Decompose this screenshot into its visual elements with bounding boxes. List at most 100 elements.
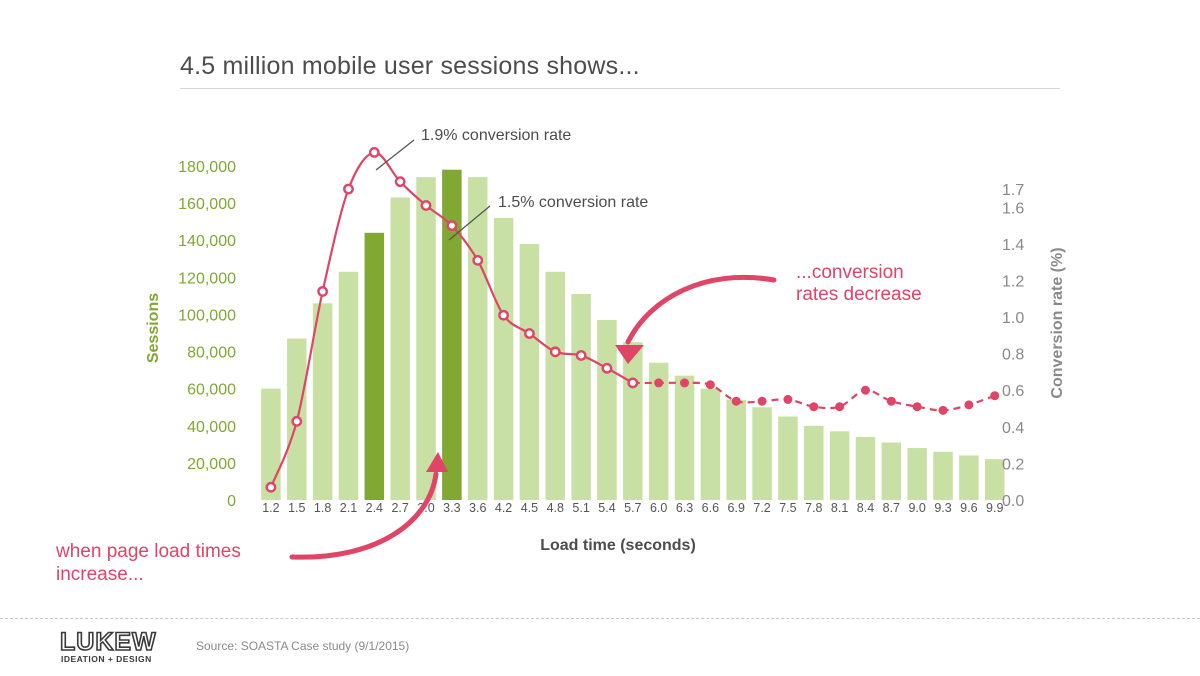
y-axis-right-label: Conversion rate (%) (1049, 247, 1066, 398)
y-right-tick: 0.4 (1002, 420, 1024, 437)
conversion-point-6.6 (705, 380, 715, 390)
conversion-point-6.9 (731, 396, 741, 406)
x-tick-9.9: 9.9 (986, 501, 1003, 515)
x-tick-1.2: 1.2 (262, 501, 279, 515)
bar-4.8 (545, 271, 566, 500)
x-tick-5.1: 5.1 (572, 501, 589, 515)
bar-6.9 (726, 399, 746, 500)
increase-annotation-line1: when page load times (55, 541, 241, 562)
peak-callout-line (375, 139, 415, 171)
x-tick-6.0: 6.0 (650, 501, 667, 515)
decrease-arrowhead (615, 345, 644, 364)
y-right-tick: 0.8 (1002, 347, 1024, 364)
conversion-point-2.4 (368, 147, 380, 158)
x-tick-5.7: 5.7 (624, 501, 641, 515)
conversion-point-4.2 (498, 309, 509, 321)
conversion-point-6.3 (680, 378, 690, 388)
increase-arrowhead (426, 452, 448, 472)
y-right-tick: 1.0 (1002, 310, 1024, 327)
conversion-line-dashed (632, 381, 996, 412)
conversion-point-7.8 (809, 402, 819, 412)
conversion-point-1.2 (265, 481, 277, 493)
x-tick-2.7: 2.7 (391, 501, 408, 515)
y-right-tick: 1.2 (1002, 273, 1024, 290)
x-tick-6.6: 6.6 (702, 501, 719, 515)
decrease-arrow (625, 274, 777, 345)
x-tick-9.6: 9.6 (960, 501, 977, 515)
bar-7.8 (804, 425, 824, 500)
conversion-point-4.8 (549, 346, 561, 358)
y-right-tick: 1.4 (1002, 237, 1024, 254)
bar-9.0 (907, 448, 927, 500)
y-right-tick: 0.0 (1002, 493, 1024, 510)
logo-wordmark: LUKEW (60, 628, 157, 656)
x-tick-3.3: 3.3 (443, 501, 460, 515)
x-tick-5.4: 5.4 (598, 501, 615, 515)
increase-annotation-line2: increase... (56, 564, 144, 585)
slide-title: 4.5 million mobile user sessions shows..… (180, 52, 640, 80)
bar-2.4 (364, 232, 385, 501)
conversion-point-8.1 (835, 402, 845, 412)
conversion-point-2.1 (343, 183, 354, 195)
conversion-point-6.0 (654, 378, 664, 388)
y-left-tick: 80,000 (187, 345, 236, 362)
x-tick-7.8: 7.8 (805, 501, 822, 515)
y-left-tick: 160,000 (178, 196, 236, 213)
x-tick-3.6: 3.6 (469, 501, 486, 515)
bar-7.5 (778, 416, 798, 500)
bar-8.4 (855, 436, 876, 500)
bar-9.3 (933, 451, 953, 500)
conversion-point-9.3 (938, 405, 948, 415)
decrease-annotation-line2: rates decrease (796, 284, 922, 305)
y-left-tick: 20,000 (187, 456, 236, 473)
conversion-point-3.0 (420, 200, 432, 211)
y-left-tick: 180,000 (178, 159, 236, 176)
axis-layer: 1.2 1.5 1.8 2.1 2.4 2.7 3.0 3.3 3.6 4.2 4.5 4.8 5.1 5… (178, 159, 1024, 515)
x-tick-2.1: 2.1 (340, 501, 357, 515)
conversion-point-3.3 (446, 220, 458, 231)
x-tick-8.4: 8.4 (857, 501, 874, 515)
bar-3.0 (416, 177, 436, 500)
logo-tagline: IDEATION + DESIGN (61, 654, 152, 664)
y-left-tick: 140,000 (178, 233, 236, 250)
conversion-point-8.4 (860, 385, 870, 395)
y-right-tick: 0.6 (1002, 383, 1024, 400)
bar-6.3 (674, 375, 695, 500)
y-axis-left-label: Sessions (145, 293, 162, 363)
increase-arrow (289, 471, 439, 560)
title-divider (180, 88, 1060, 89)
x-tick-1.8: 1.8 (314, 501, 331, 515)
conversion-point-5.7 (627, 377, 639, 389)
y-left-tick: 100,000 (178, 307, 236, 324)
second-conversion-annotation: 1.5% conversion rate (498, 194, 648, 211)
bar-5.7 (623, 342, 643, 500)
x-tick-7.2: 7.2 (753, 501, 770, 515)
source-citation: Source: SOASTA Case study (9/1/2015) (196, 639, 410, 653)
bar-6.6 (700, 388, 721, 500)
y-left-tick: 40,000 (187, 419, 236, 436)
conversion-point-4.5 (524, 328, 535, 339)
x-tick-6.9: 6.9 (728, 501, 745, 515)
x-axis-label: Load time (seconds) (540, 537, 696, 554)
x-tick-9.3: 9.3 (934, 501, 951, 515)
x-tick-1.5: 1.5 (288, 501, 305, 515)
x-tick-4.8: 4.8 (547, 501, 564, 515)
conversion-point-1.8 (317, 286, 329, 297)
conversion-point-5.4 (601, 362, 613, 374)
conversion-point-8.7 (886, 396, 896, 406)
conversion-point-7.5 (783, 394, 793, 404)
bar-3.3 (442, 169, 462, 500)
bar-8.7 (881, 442, 902, 500)
bar-4.2 (493, 217, 514, 500)
x-tick-9.0: 9.0 (908, 501, 925, 515)
peak-conversion-annotation: 1.9% conversion rate (421, 127, 571, 144)
bar-2.7 (390, 197, 410, 501)
bar-5.4 (597, 320, 617, 500)
conversion-point-9.9 (990, 391, 1000, 401)
y-right-tick: 0.2 (1002, 456, 1024, 473)
bar-2.1 (338, 271, 359, 500)
conversion-point-9.6 (964, 400, 974, 410)
x-tick-6.3: 6.3 (676, 501, 693, 515)
y-left-tick: 60,000 (187, 382, 236, 399)
